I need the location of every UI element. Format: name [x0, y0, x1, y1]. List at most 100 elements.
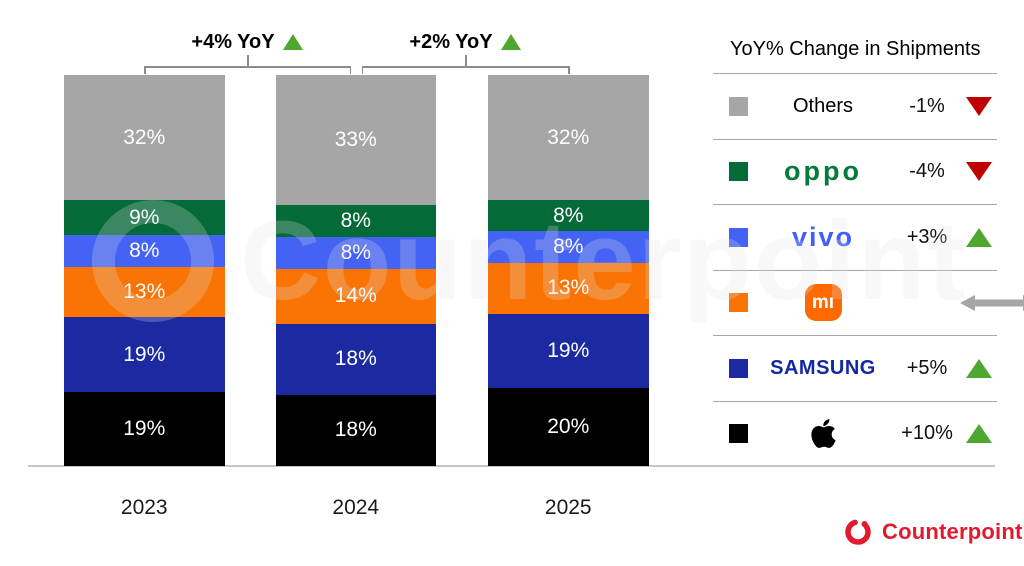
legend-row-vivo: vivo +3%	[713, 204, 997, 270]
brand-logo-vivo: vivo	[752, 222, 894, 253]
segment-value-label: 19%	[123, 416, 166, 440]
apple-logo-icon	[810, 419, 836, 449]
segment-value-label: 8%	[553, 235, 584, 259]
bracket-hline	[361, 66, 569, 68]
segment-value-label: 18%	[334, 347, 377, 371]
segment-value-label: 8%	[129, 238, 160, 262]
bar-segment-samsung-2025: 19%	[488, 313, 649, 388]
up-triangle-icon	[965, 424, 992, 444]
trend-indicator	[960, 424, 997, 444]
segment-value-label: 32%	[123, 125, 166, 149]
counterpoint-c-icon	[845, 519, 871, 545]
legend-row-others: Others -1%	[713, 73, 997, 139]
axis-label-2024: 2024	[332, 496, 380, 519]
oppo-wordmark: oppo	[784, 156, 862, 187]
bar-segment-others-2025: 32%	[488, 75, 649, 201]
bar-segment-samsung-2024: 18%	[275, 323, 436, 395]
bracket-center-tick	[465, 55, 467, 66]
trend-indicator	[960, 162, 997, 182]
bar-segment-xiaomi-2024: 14%	[275, 268, 436, 324]
bar-segment-apple-2025: 20%	[488, 387, 649, 466]
bar-segment-xiaomi-2025: 13%	[488, 262, 649, 314]
yoy-annotation-text: +2% YoY	[409, 30, 493, 53]
bracket-center-tick	[247, 55, 249, 66]
segment-value-label: 8%	[553, 203, 584, 227]
bracket-end-left	[361, 66, 364, 74]
bar-segment-xiaomi-2023: 13%	[64, 266, 225, 318]
brand-logo-apple	[752, 417, 894, 450]
vivo-wordmark: vivo	[791, 221, 855, 252]
legend-swatch-vivo	[729, 227, 748, 247]
bracket-end-left	[144, 66, 146, 74]
legend-row-oppo: oppo -4%	[713, 138, 997, 205]
bar-2024: 18% 18% 14% 8% 8% 33%	[275, 75, 436, 466]
yoy-annotation-label: +4% YoY	[137, 30, 357, 54]
segment-value-label: 19%	[123, 342, 166, 366]
bar-segment-apple-2024: 18%	[275, 394, 436, 466]
segment-value-label: 8%	[340, 240, 371, 264]
legend-swatch-oppo	[729, 162, 748, 182]
bar-segment-others-2023: 32%	[64, 75, 225, 201]
up-triangle-icon	[965, 227, 992, 247]
brand-label: Others	[792, 94, 854, 117]
legend-swatch-samsung	[729, 358, 748, 378]
segment-value-label: 14%	[334, 284, 377, 308]
segment-value-label: 19%	[547, 338, 590, 362]
segment-value-label: 8%	[340, 209, 371, 233]
up-triangle-icon	[500, 34, 521, 50]
bar-segment-vivo-2024: 8%	[275, 236, 436, 269]
trend-indicator	[960, 293, 1024, 313]
brand-logo-others: Others	[752, 95, 894, 118]
bracket-hline	[144, 66, 350, 68]
x-axis-line	[28, 465, 995, 467]
bar-2023: 19% 19% 13% 8% 9% 32%	[64, 75, 225, 466]
legend-swatch-mi	[729, 293, 748, 313]
segment-value-label: 13%	[123, 280, 166, 303]
segment-value-label: 9%	[129, 205, 160, 229]
up-triangle-icon	[965, 358, 992, 378]
bar-segment-oppo-2024: 8%	[275, 205, 436, 237]
axis-label-2025: 2025	[544, 496, 592, 519]
segment-value-label: 18%	[334, 418, 377, 442]
legend-swatch-others	[729, 96, 748, 116]
segment-value-label: 20%	[547, 414, 590, 438]
legend: Others -1% oppo -4% vivo +3% mı SAMSUNG +5% +10%	[713, 73, 1024, 467]
samsung-wordmark: SAMSUNG	[770, 356, 876, 379]
counterpoint-wordmark: Counterpoint	[882, 519, 1023, 544]
down-triangle-icon	[965, 162, 992, 182]
yoy-annotation-text: +4% YoY	[191, 30, 275, 53]
flat-double-arrow-icon	[960, 294, 1024, 311]
yoy-change-value: -1%	[909, 94, 945, 117]
axis-label-2023: 2023	[120, 496, 168, 519]
segment-value-label: 33%	[334, 128, 377, 152]
segment-value-label: 13%	[547, 276, 590, 300]
yoy-change-value: +5%	[906, 356, 948, 379]
bracket-end-right	[568, 66, 570, 74]
bracket-end-right	[349, 66, 352, 74]
mi-glyph: mı	[811, 291, 835, 313]
bar-segment-apple-2023: 19%	[64, 391, 225, 466]
bar-segment-others-2024: 33%	[275, 75, 436, 206]
legend-title: YoY% Change in Shipments	[730, 38, 981, 60]
trend-indicator	[960, 358, 997, 378]
yoy-change-value: -4%	[909, 160, 945, 183]
legend-row-apple: +10%	[713, 400, 997, 467]
up-triangle-icon	[282, 34, 303, 50]
down-triangle-icon	[965, 96, 992, 116]
yoy-change-value: +3%	[906, 225, 948, 248]
bar-segment-oppo-2025: 8%	[488, 200, 649, 232]
bar-segment-samsung-2023: 19%	[64, 317, 225, 392]
brand-logo-samsung: SAMSUNG	[752, 357, 894, 380]
legend-row-samsung: SAMSUNG +5%	[713, 335, 997, 401]
bar-2025: 20% 19% 13% 8% 8% 32%	[488, 75, 649, 466]
yoy-annotation-label: +2% YoY	[355, 30, 575, 54]
xiaomi-mi-logo-icon: mı	[804, 284, 842, 322]
bar-segment-vivo-2025: 8%	[488, 231, 649, 263]
legend-row-mi: mı	[713, 269, 1024, 336]
counterpoint-logo: Counterpoint	[843, 517, 1022, 547]
brand-logo-mi: mı	[752, 284, 894, 322]
segment-value-label: 32%	[547, 125, 590, 149]
